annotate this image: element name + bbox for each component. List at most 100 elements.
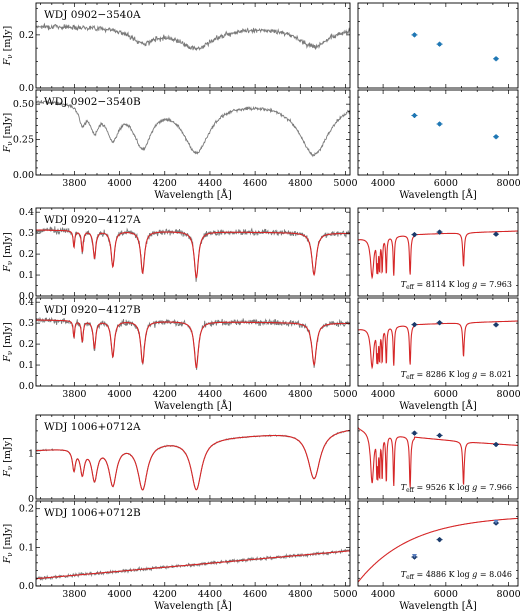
panel-11: 3800 4000 4200 4400 4600 4800 5000 Wavelength [… <box>2 500 358 612</box>
axes-frame <box>357 207 519 297</box>
y-tick-label: 0.3 <box>19 228 34 239</box>
photometry-point <box>412 232 417 237</box>
x-tick-label: 6000 <box>434 389 458 400</box>
y-tick-label: 0.00 <box>13 170 34 181</box>
x-tick-label: 8000 <box>496 589 520 600</box>
photometry-point <box>493 442 499 447</box>
y-tick-label: 0.1 <box>19 360 34 371</box>
photometry-point <box>493 322 499 327</box>
x-tick-label: 4000 <box>371 389 395 400</box>
panel-7: 3800 4000 4200 4400 4600 4800 5000 Wavelength [… <box>2 297 358 412</box>
y-tick-label: 0.0 <box>19 83 34 94</box>
plot-area <box>36 429 350 491</box>
x-tick-label: 4000 <box>371 589 395 600</box>
panel-8: Teff = 8286 K log g = 8.021 4000 6000 8000 W… <box>357 297 520 412</box>
panel-1: 0.0 0.2 Fν [mJy] WDJ 0902−3540A <box>2 2 351 94</box>
y-axis-label: Fν [mJy] <box>2 232 14 272</box>
x-tick-label: 4800 <box>288 178 312 189</box>
axes-frame <box>35 500 351 587</box>
x-tick-label: 4000 <box>107 389 131 400</box>
fit-parameters-label: Teff = 8286 K log g = 8.021 <box>401 370 512 381</box>
x-tick-label: 5000 <box>333 589 357 600</box>
plot-area <box>36 316 350 370</box>
x-axis-label: Wavelength [Å] <box>399 189 477 201</box>
panel-12: Teff = 4886 K log g = 8.046 4000 6000 8000 W… <box>357 500 520 612</box>
object-name-label: WDJ 0902−3540B <box>44 96 141 108</box>
x-tick-label: 4200 <box>153 389 177 400</box>
x-tick-label: 6000 <box>434 589 458 600</box>
photometry-point <box>437 537 442 542</box>
y-tick-label: 0.1 <box>19 542 34 553</box>
x-axis-label: Wavelength [Å] <box>399 400 477 412</box>
x-tick-label: 3800 <box>62 389 86 400</box>
x-tick-label: 3800 <box>62 178 86 189</box>
plot-area <box>36 22 350 52</box>
photometry-point <box>412 431 417 436</box>
object-name-label: WDJ 0920−4127B <box>44 304 141 316</box>
x-tick-label: 4200 <box>153 589 177 600</box>
y-tick-label: 0.2 <box>19 339 34 350</box>
panel-6: Teff = 8114 K log g = 7.963 <box>357 207 519 297</box>
object-name-label: WDJ 0920−4127A <box>44 214 141 226</box>
object-name-label: WDJ 1006+0712B <box>44 507 141 519</box>
panel-2 <box>357 2 519 89</box>
y-tick-label: 0.0 <box>19 291 34 302</box>
photometry-point <box>437 121 442 127</box>
photometry-point <box>493 56 499 61</box>
axes-frame <box>35 207 351 297</box>
model-spectrum-line <box>36 550 350 580</box>
y-tick-label: 0.25 <box>13 135 34 146</box>
plot-area <box>36 548 350 582</box>
photometry-point <box>437 320 442 325</box>
y-axis-label: Fν [mJy] <box>2 26 14 66</box>
x-tick-label: 4000 <box>107 589 131 600</box>
y-axis-label: Fν [mJy] <box>2 113 14 153</box>
photometry-point <box>412 322 417 327</box>
axes-frame <box>35 414 351 500</box>
synthetic-photometry-marker <box>493 520 499 525</box>
x-tick-label: 4800 <box>288 589 312 600</box>
axes-frame <box>357 2 519 89</box>
photometry-point <box>493 134 499 139</box>
plot-area <box>36 226 350 282</box>
photometry-point <box>437 229 442 235</box>
model-spectrum-line <box>36 319 350 369</box>
plot-area <box>358 517 518 583</box>
y-tick-label: 1 <box>28 449 34 460</box>
panel-9: 0 1 Fν [mJy] WDJ 1006+0712A <box>2 414 351 505</box>
x-tick-label: 4000 <box>371 178 395 189</box>
fit-parameters-label: Teff = 8114 K log g = 7.963 <box>401 280 512 291</box>
x-tick-label: 4800 <box>288 389 312 400</box>
synthetic-photometry-marker <box>411 554 417 559</box>
photometry-point <box>412 32 417 37</box>
y-tick-label: 0 <box>28 494 34 505</box>
model-spectrum-line <box>36 229 350 279</box>
axes-frame <box>357 500 519 587</box>
x-tick-label: 3800 <box>62 589 86 600</box>
model-sed-line <box>358 427 518 488</box>
y-axis-label: Fν [mJy] <box>2 524 14 564</box>
y-tick-label: 0.2 <box>19 504 34 515</box>
y-tick-label: 0.4 <box>19 297 34 308</box>
object-name-label: WDJ 1006+0712A <box>44 421 141 433</box>
x-tick-label: 4600 <box>243 389 267 400</box>
plot-area <box>358 320 518 370</box>
plot-area <box>358 229 518 280</box>
y-tick-label: 0.50 <box>13 99 34 110</box>
x-tick-label: 8000 <box>496 389 520 400</box>
y-tick-label: 0.2 <box>19 249 34 260</box>
photometry-point <box>493 232 499 237</box>
x-tick-label: 6000 <box>434 178 458 189</box>
x-tick-label: 8000 <box>496 178 520 189</box>
observed-spectrum-line <box>36 22 350 52</box>
fit-parameters-label: Teff = 9526 K log g = 7.966 <box>401 483 512 494</box>
x-tick-label: 4000 <box>107 178 131 189</box>
fit-parameters-label: Teff = 4886 K log g = 8.046 <box>401 570 512 581</box>
y-axis-label: Fν [mJy] <box>2 322 14 362</box>
x-tick-label: 4400 <box>198 389 222 400</box>
model-sed-line <box>358 230 518 280</box>
y-tick-label: 0.0 <box>19 381 34 392</box>
axes-frame <box>357 89 519 176</box>
model-sed-line <box>358 517 518 583</box>
plot-area <box>36 100 350 158</box>
